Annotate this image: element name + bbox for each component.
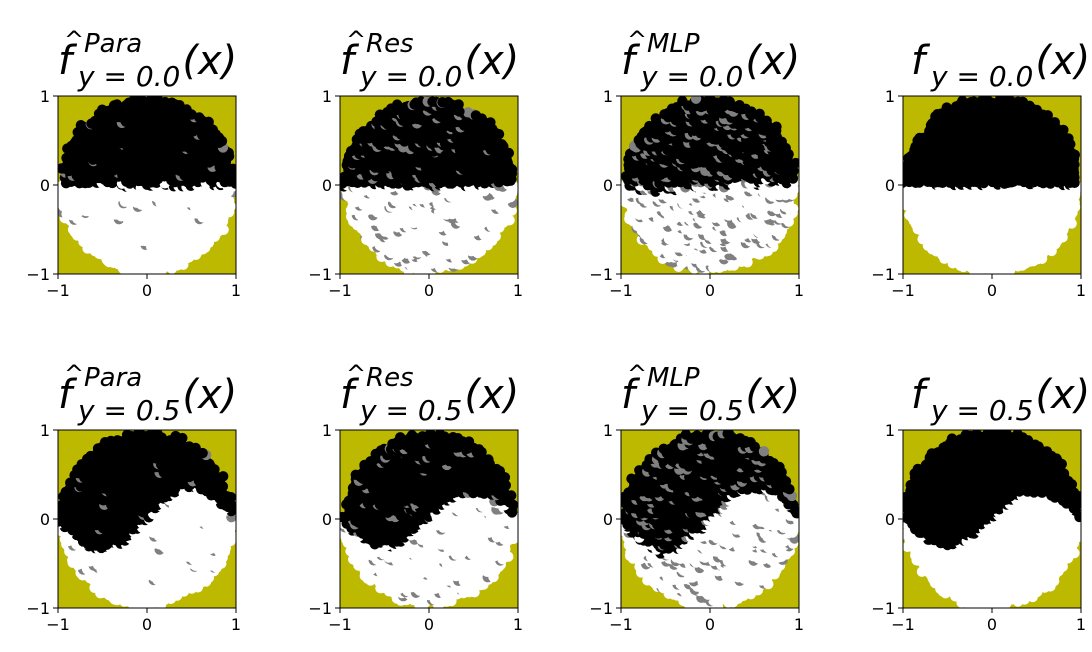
scatter-point (485, 117, 496, 128)
scatter-points (903, 96, 1081, 274)
scatter-point (203, 116, 214, 128)
scatter-point (704, 96, 715, 104)
scatter-point (442, 96, 454, 108)
scatter-points (58, 96, 236, 274)
title-argument: (x) (182, 38, 237, 84)
title-superscript: MLP (647, 29, 700, 59)
y-tick-label: 0 (603, 176, 613, 195)
x-tick-label: 0 (424, 281, 434, 300)
scatter-point (677, 96, 688, 107)
title-superscript: Res (366, 29, 414, 59)
scatter-point (166, 97, 178, 108)
y-tick-label: 1 (603, 87, 613, 106)
scatter-point (690, 96, 702, 104)
title-hat: ^ (346, 26, 366, 54)
title-argument: (x) (464, 38, 519, 84)
scatter-point (771, 121, 782, 132)
title-hat: ^ (627, 26, 647, 54)
y-tick-label: −1 (589, 265, 613, 284)
y-tick-label: 1 (322, 87, 332, 106)
x-tick-label: 0 (705, 281, 715, 300)
scatter-point (754, 108, 765, 120)
y-tick-label: 0 (322, 176, 332, 195)
title-hat: ^ (64, 26, 84, 54)
title-argument: (x) (745, 38, 800, 84)
x-tick-label: −1 (609, 281, 633, 300)
y-tick-label: −1 (26, 265, 50, 284)
scatter-point (470, 110, 482, 121)
x-tick-label: 1 (513, 281, 523, 300)
scatter-point (135, 96, 147, 105)
y-tick-label: 0 (40, 176, 50, 195)
scatter-point (734, 100, 745, 111)
scatter-point (746, 106, 757, 117)
y-tick-label: 1 (40, 87, 50, 106)
scatter-point (391, 99, 403, 110)
x-tick-label: −1 (328, 281, 352, 300)
scatter-points (340, 96, 518, 274)
scatter-points (621, 96, 799, 274)
y-tick-label: −1 (308, 265, 332, 284)
scatter-point (453, 99, 464, 110)
scatter-point (151, 96, 163, 105)
scatter-point (724, 96, 735, 107)
x-tick-label: 1 (231, 281, 241, 300)
x-tick-label: 1 (794, 281, 804, 300)
scatter-point (227, 163, 236, 175)
x-tick-label: 0 (142, 281, 152, 300)
title-superscript: Para (84, 29, 142, 59)
title-subscript: y = 0.0 (640, 60, 743, 93)
title-subscript: y = 0.0 (77, 60, 180, 93)
scatter-point (790, 157, 799, 169)
title-subscript: y = 0.0 (359, 60, 462, 93)
x-tick-label: −1 (46, 281, 70, 300)
